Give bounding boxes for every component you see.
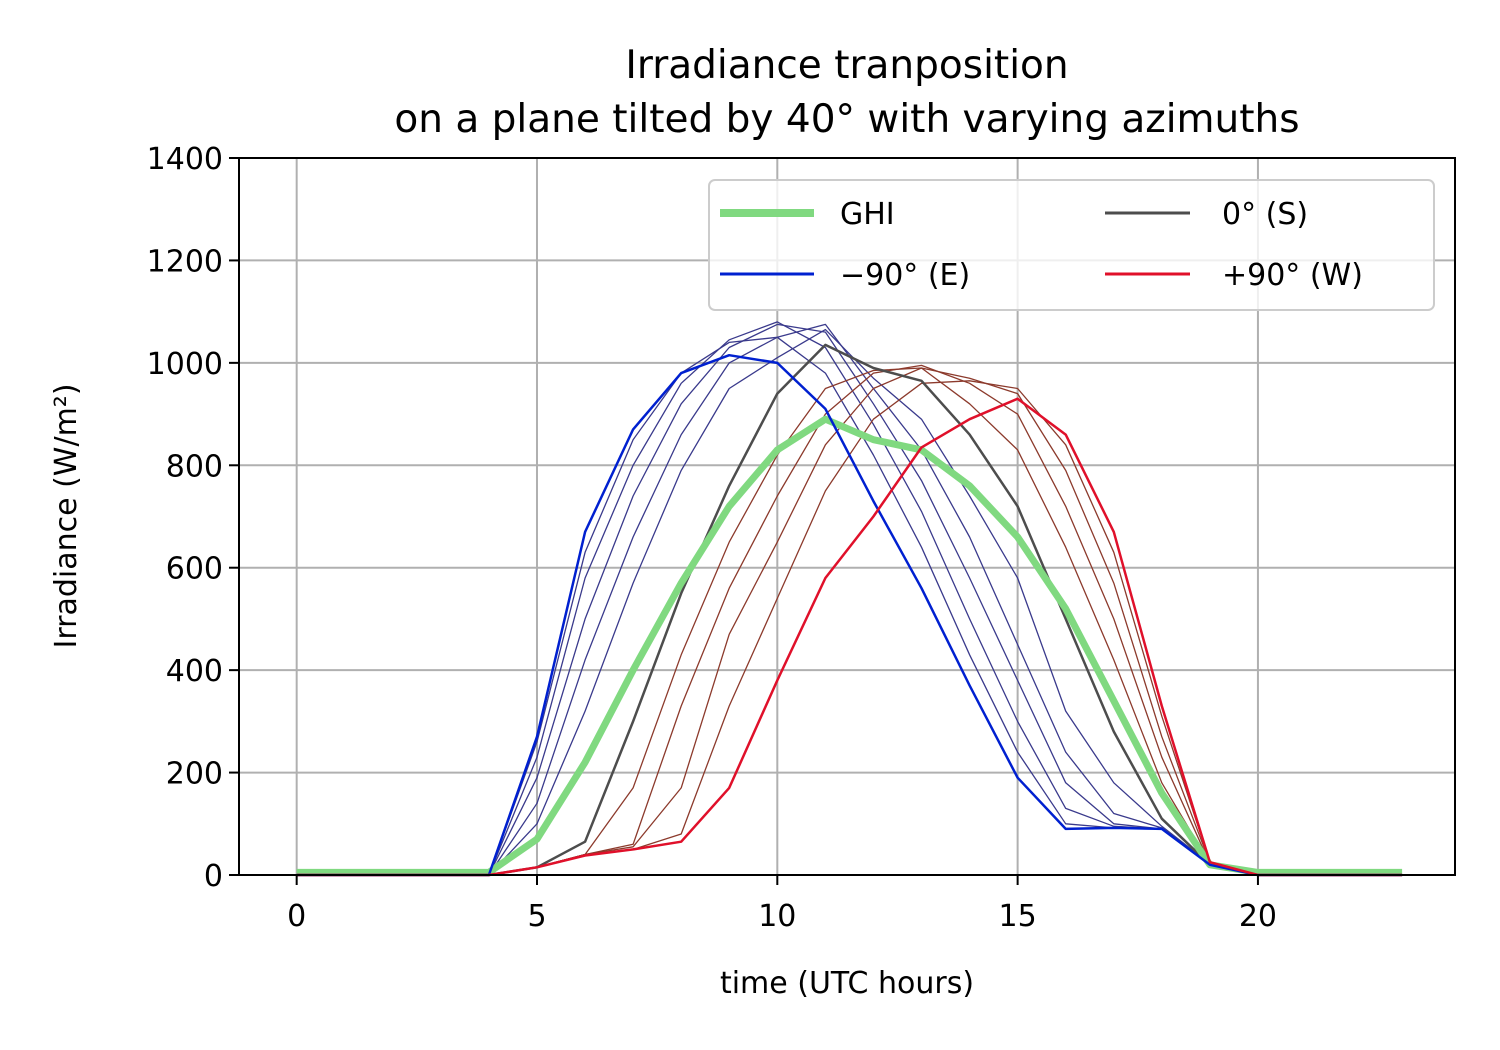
y-tick-label: 600 [166, 552, 223, 587]
y-axis-label: Irradiance (W/m²) [49, 383, 84, 648]
chart-title-line-2: on a plane tilted by 40° with varying az… [394, 97, 1299, 142]
chart-title-line-1: Irradiance tranposition [625, 43, 1068, 88]
legend-label-ghi: GHI [840, 197, 895, 232]
y-tick-label: 0 [204, 859, 223, 894]
legend-label-east: −90° (E) [840, 258, 970, 293]
y-tick-label: 200 [166, 757, 223, 792]
y-tick-label: 1000 [147, 347, 223, 382]
y-tick-label: 1400 [147, 142, 223, 177]
x-tick-label: 10 [758, 899, 796, 934]
legend-label-west: +90° (W) [1222, 258, 1363, 293]
plot-frame [238, 157, 1456, 876]
x-tick-label: 20 [1239, 899, 1277, 934]
legend-box [708, 179, 1435, 311]
x-tick-label: 15 [999, 899, 1037, 934]
y-tick-label: 800 [166, 449, 223, 484]
y-tick-label: 1200 [147, 244, 223, 279]
data-series [296, 321, 1403, 877]
y-tick-label: 400 [166, 654, 223, 689]
legend: GHI 0° (S) −90° (E) +90° (W) [708, 179, 1435, 311]
x-tick-label: 5 [527, 899, 546, 934]
x-tick-label: 0 [287, 899, 306, 934]
x-axis-label: time (UTC hours) [720, 966, 974, 1001]
legend-label-south: 0° (S) [1222, 197, 1308, 232]
